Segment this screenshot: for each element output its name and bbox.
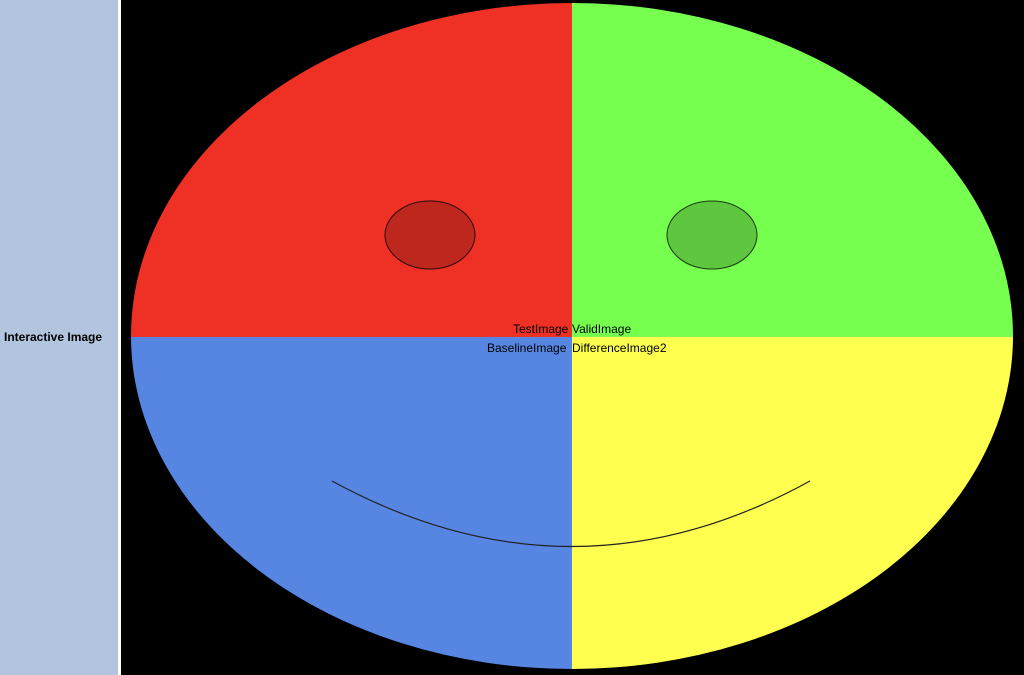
- quadrant-bottom-right: [572, 337, 1013, 669]
- right-eye: [666, 200, 758, 270]
- sidebar-divider: [118, 0, 121, 675]
- sidebar-item-interactive-image[interactable]: Interactive Image: [4, 330, 103, 344]
- smile-mouth: [331, 480, 811, 547]
- quadrant-top-left: [131, 3, 572, 337]
- difference-image-label: DifferenceImage2: [572, 341, 667, 355]
- baseline-image-label: BaselineImage: [487, 341, 567, 355]
- test-image-label: TestImage: [513, 322, 569, 336]
- left-eye: [384, 200, 476, 270]
- quadrant-bottom-left: [131, 337, 572, 669]
- face-quadrants: [131, 3, 1013, 669]
- smiley-face-image[interactable]: [121, 0, 1024, 675]
- quadrant-top-right: [572, 3, 1013, 337]
- interactive-image-canvas[interactable]: TestImage ValidImage BaselineImage Diffe…: [121, 0, 1024, 675]
- valid-image-label: ValidImage: [572, 322, 632, 336]
- sidebar: Interactive Image: [0, 0, 118, 675]
